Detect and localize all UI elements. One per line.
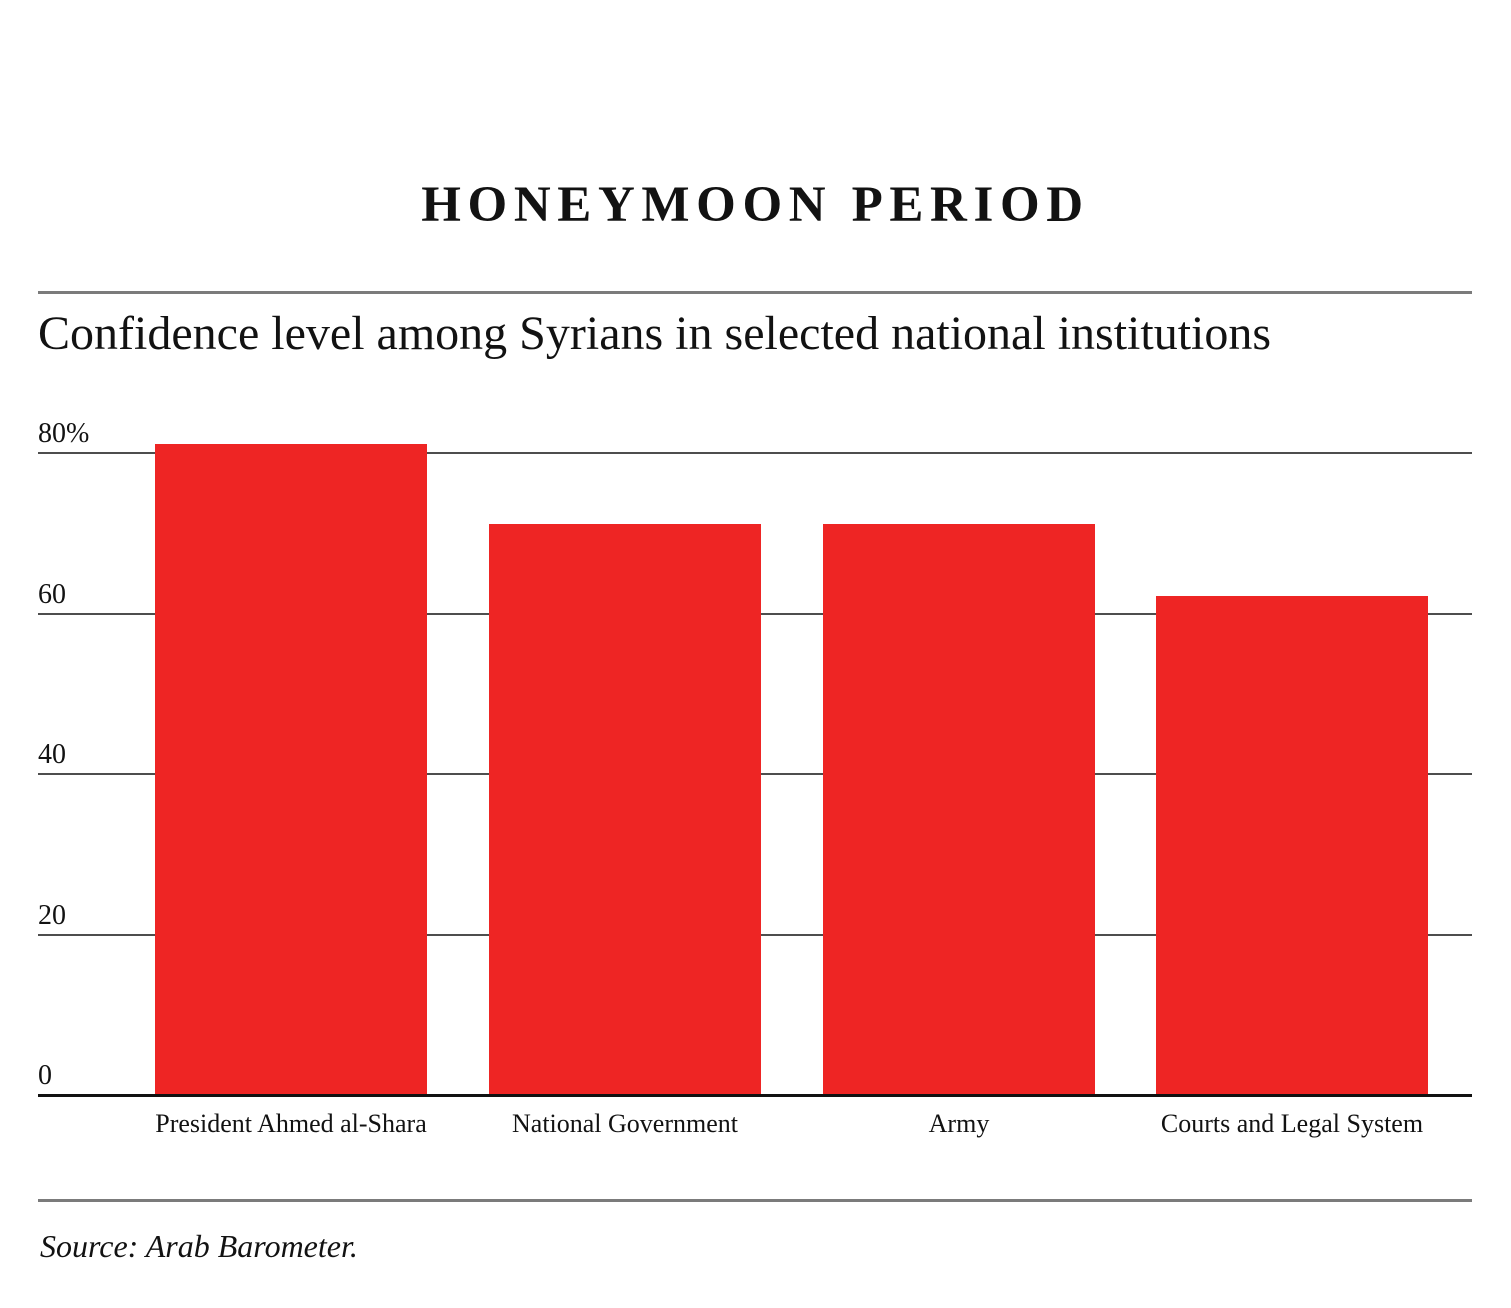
x-category-label: President Ahmed al-Shara xyxy=(155,1109,427,1138)
y-tick-label-80: 80% xyxy=(38,418,90,449)
bottom-divider-rule xyxy=(38,1199,1472,1202)
chart-subtitle: Confidence level among Syrians in select… xyxy=(38,307,1272,360)
y-tick-label-0: 0 xyxy=(38,1060,52,1091)
y-tick-label-40: 40 xyxy=(38,739,66,770)
y-tick-label-20: 20 xyxy=(38,899,66,931)
bar-courts-and-legal-system xyxy=(1156,596,1428,1094)
bar-army xyxy=(823,524,1095,1094)
x-axis-baseline xyxy=(38,1094,1472,1097)
x-category-label: National Government xyxy=(512,1109,738,1138)
top-divider-rule xyxy=(38,291,1472,294)
source-note: Source: Arab Barometer. xyxy=(40,1228,358,1264)
y-tick-label-60: 60 xyxy=(38,578,66,610)
bar-president-ahmed-al-shara xyxy=(155,443,427,1094)
bar-national-government xyxy=(489,524,761,1094)
gridline-y-80 xyxy=(38,452,1472,454)
x-category-label: Army xyxy=(928,1109,990,1138)
chart-title: HONEYMOON PERIOD xyxy=(421,177,1090,233)
x-category-label: Courts and Legal System xyxy=(1160,1109,1424,1138)
